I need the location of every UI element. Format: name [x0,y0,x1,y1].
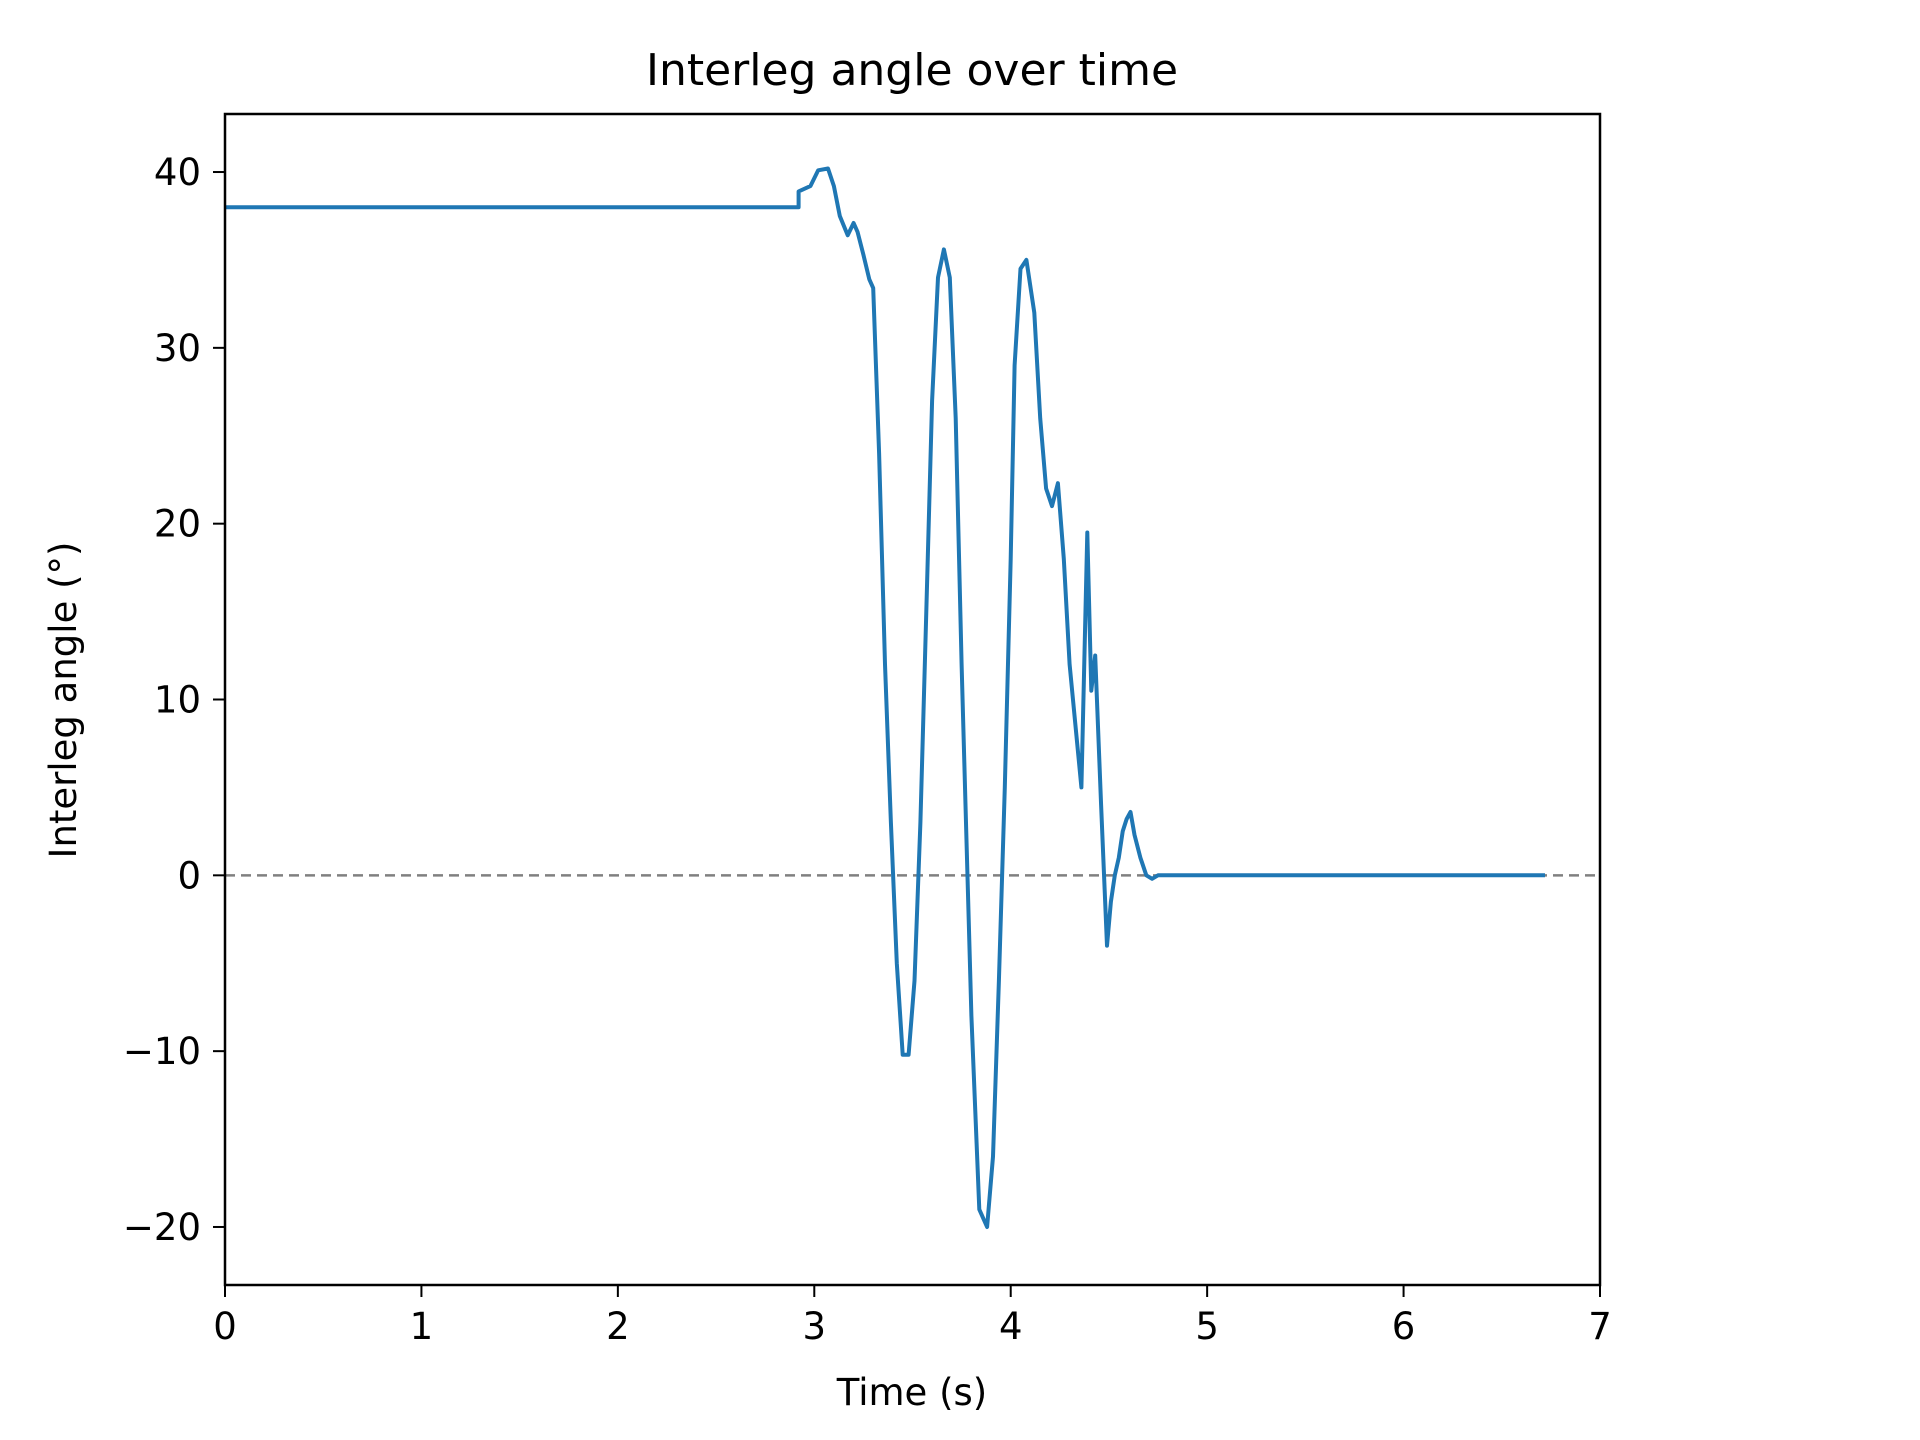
y-tick-label: 40 [154,151,201,194]
x-axis: 0 1 2 3 4 5 6 7 [213,1285,1612,1348]
x-tick-label: 5 [1195,1305,1219,1348]
x-tick-label: 3 [803,1305,827,1348]
y-tick-label: −10 [123,1030,201,1073]
series-line-0 [225,166,1545,1229]
y-tick-label: 30 [154,327,201,370]
x-tick-label: 1 [410,1305,434,1348]
x-tick-label: 7 [1588,1305,1612,1348]
y-axis: −20 −10 0 10 20 30 40 [123,151,225,1249]
y-axis-label: Interleg angle (°) [42,542,85,859]
plot-frame [223,112,1602,1287]
x-tick-label: 6 [1392,1305,1416,1348]
x-axis-label: Time (s) [836,1371,987,1414]
y-tick-label: 0 [177,854,201,897]
y-tick-label: −20 [123,1206,201,1249]
y-tick-label: 20 [154,503,201,546]
x-tick-label: 0 [213,1305,237,1348]
plot-area [225,166,1600,1229]
y-tick-label: 10 [154,679,201,722]
chart-title: Interleg angle over time [646,45,1178,96]
x-tick-label: 4 [999,1305,1023,1348]
x-tick-label: 2 [606,1305,630,1348]
